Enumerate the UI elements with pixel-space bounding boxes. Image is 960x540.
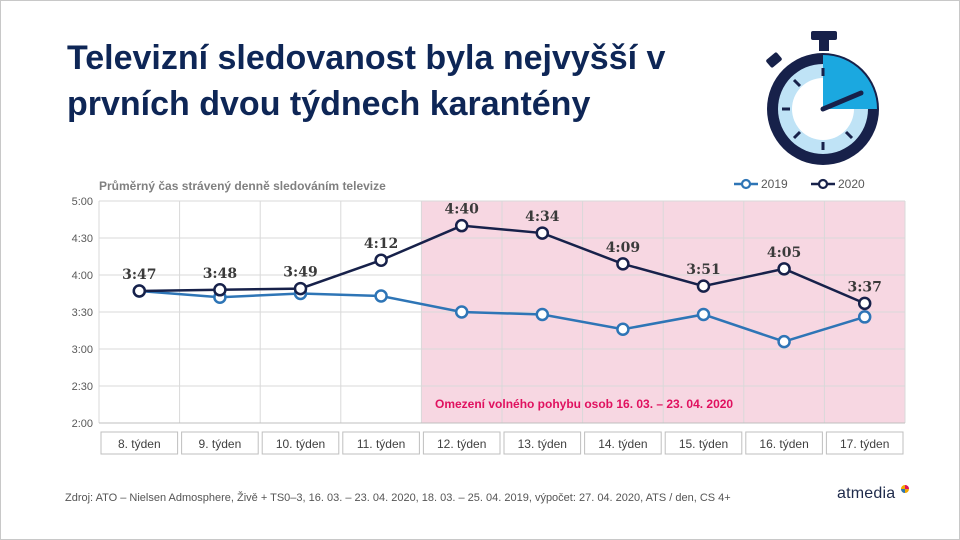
source-note: Zdroj: ATO – Nielsen Admosphere, Živě + … — [65, 492, 731, 504]
data-point-2020 — [293, 281, 308, 296]
x-category-box — [342, 431, 420, 455]
data-label: 4:40 — [444, 202, 479, 218]
y-tick-label: 3:30 — [72, 307, 93, 319]
x-tick-label: 12. týden — [437, 437, 486, 451]
brand-logo: atmedia — [837, 485, 896, 502]
data-label: 3:37 — [847, 279, 881, 295]
y-tick-label: 2:30 — [72, 381, 93, 393]
data-point-2020 — [777, 262, 791, 276]
x-tick-label: 14. týden — [598, 437, 647, 451]
data-point-2020 — [535, 226, 550, 240]
data-point-2020 — [454, 218, 469, 233]
data-point-2019 — [696, 307, 711, 322]
x-tick-label: 11. týden — [357, 437, 405, 451]
x-category-box — [181, 431, 259, 455]
page-title: Televizní sledovanost byla nejvyšší v pr… — [67, 39, 666, 123]
brand-logo-mark — [901, 485, 909, 493]
x-tick-label: 10. týden — [276, 437, 325, 451]
chart-subtitle: Průměrný čas strávený denně sledováním t… — [99, 179, 386, 193]
data-label: 3:48 — [203, 266, 237, 282]
data-point-2020 — [696, 279, 711, 293]
data-point-2020 — [132, 284, 147, 298]
data-point-2019 — [857, 310, 872, 324]
data-label: 4:05 — [767, 245, 801, 261]
data-label: 3:49 — [283, 265, 317, 281]
x-tick-label: 17. týden — [840, 437, 889, 451]
y-tick-label: 2:00 — [72, 418, 93, 430]
data-point-2019 — [777, 334, 791, 349]
x-tick-label: 8. týden — [118, 437, 161, 451]
y-tick-label: 4:00 — [72, 270, 93, 282]
x-tick-label: 15. týden — [679, 437, 728, 451]
y-tick-label: 3:00 — [72, 344, 93, 356]
stopwatch-icon — [766, 31, 879, 165]
legend-label-2019: 2019 — [761, 177, 788, 191]
x-tick-label: 9. týden — [199, 437, 242, 451]
x-category-box — [745, 431, 823, 455]
data-label: 4:09 — [606, 240, 640, 256]
data-label: 3:47 — [122, 267, 156, 283]
y-tick-label: 4:30 — [72, 233, 93, 245]
data-point-2019 — [535, 307, 550, 322]
legend-marker-2019 — [740, 178, 752, 190]
series-line-2020 — [139, 224, 866, 305]
legend-label-2020: 2020 — [838, 177, 865, 191]
x-category-box — [825, 431, 904, 455]
data-point-2019 — [616, 322, 630, 337]
data-label: 4:34 — [525, 209, 560, 225]
y-tick-label: 5:00 — [72, 196, 93, 208]
data-point-2020 — [857, 296, 872, 311]
data-label: 3:51 — [686, 262, 720, 278]
legend-marker-2020 — [817, 178, 829, 190]
data-point-2020 — [616, 257, 630, 271]
x-category-box — [100, 431, 179, 455]
x-category-box — [422, 431, 501, 455]
x-category-box — [503, 431, 582, 455]
data-point-2020 — [374, 253, 388, 267]
data-label: 4:12 — [364, 236, 398, 252]
x-tick-label: 16. týden — [759, 437, 808, 451]
data-point-2020 — [213, 283, 227, 297]
x-category-box — [584, 431, 662, 455]
highlight-label: Omezení volného pohybu osob 16. 03. – 23… — [435, 397, 733, 411]
series-line-2019 — [139, 289, 866, 343]
x-category-box — [664, 431, 743, 455]
data-point-2019 — [454, 305, 469, 319]
x-tick-label: 13. týden — [518, 437, 567, 451]
x-category-box — [261, 431, 340, 455]
data-point-2019 — [374, 289, 388, 303]
